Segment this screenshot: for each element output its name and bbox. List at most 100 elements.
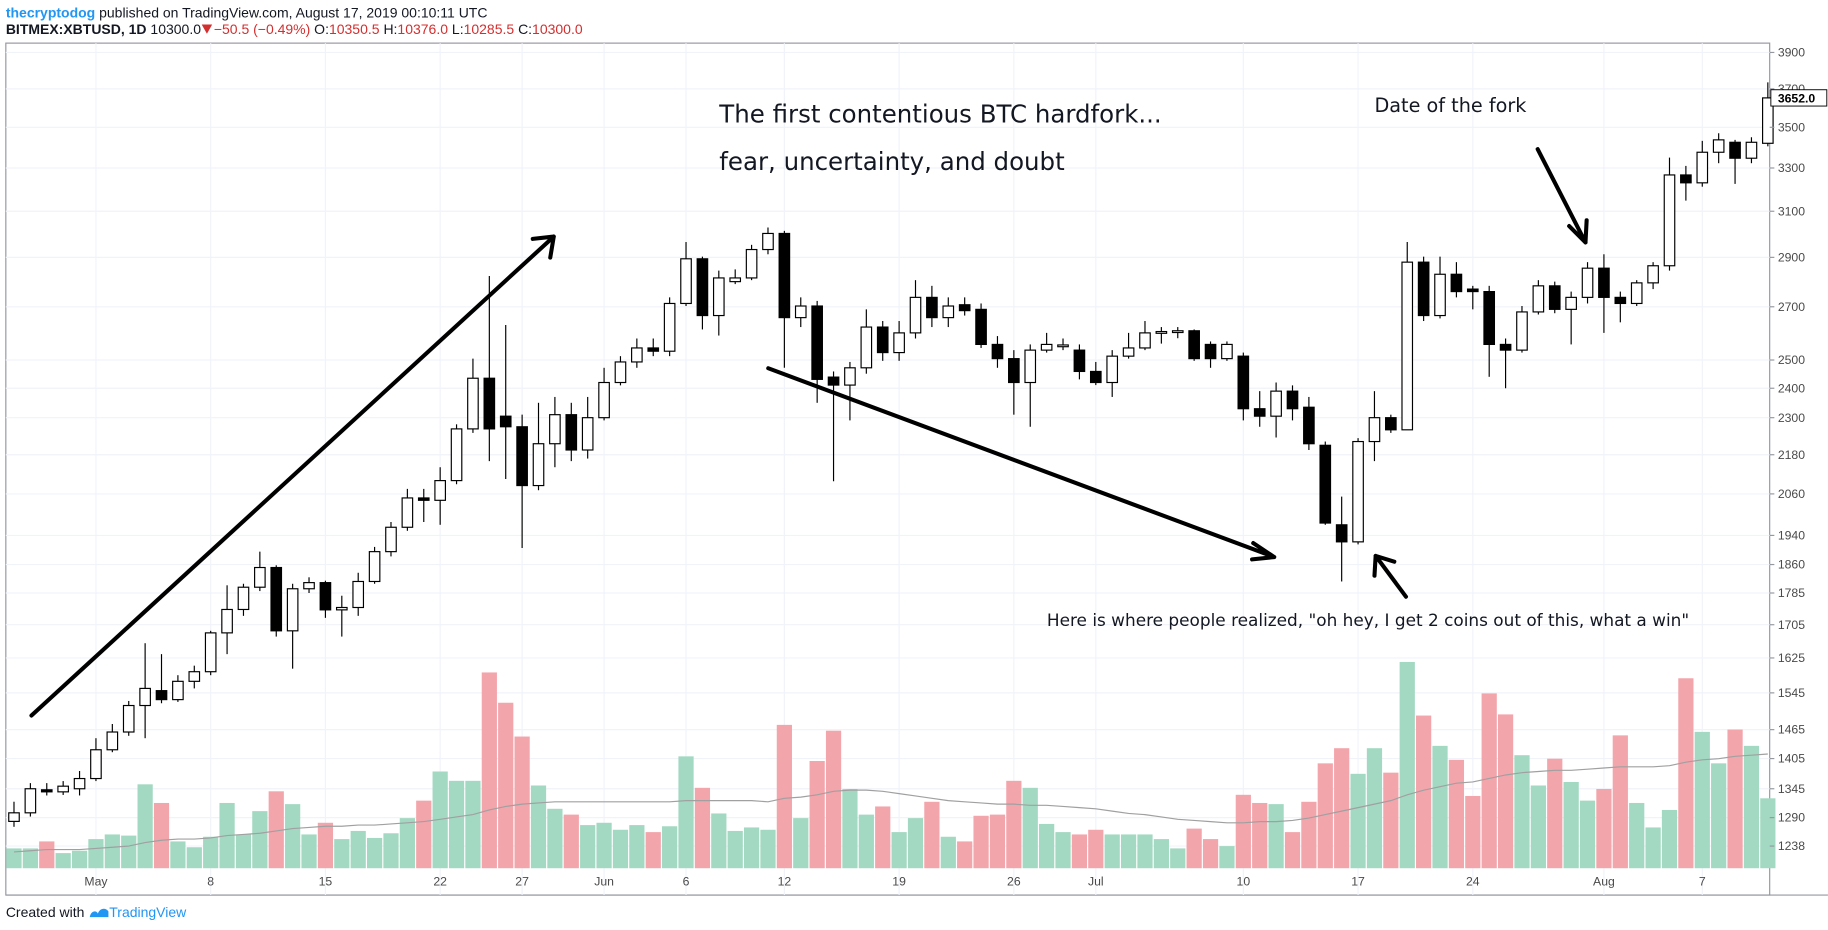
annotation: fear, uncertainty, and doubt bbox=[719, 147, 1065, 176]
candle-body bbox=[1319, 444, 1332, 524]
volume-bar bbox=[481, 672, 497, 869]
volume-bar bbox=[629, 825, 645, 869]
volume-bar bbox=[858, 814, 874, 869]
candle-body bbox=[40, 789, 53, 793]
volume-bar bbox=[547, 808, 563, 869]
candle-body bbox=[1729, 141, 1741, 159]
volume-bar bbox=[694, 787, 711, 869]
volume-bar bbox=[1547, 758, 1563, 869]
volume-bar bbox=[760, 829, 776, 869]
candle-body bbox=[1286, 390, 1299, 410]
candle-body bbox=[1385, 417, 1397, 431]
volume-bar bbox=[1399, 661, 1415, 869]
y-tick-label: 2300 bbox=[1778, 411, 1805, 425]
volume-bar bbox=[1530, 785, 1546, 869]
candle-body bbox=[434, 480, 446, 501]
volume-bar bbox=[1088, 829, 1104, 869]
candle-body bbox=[450, 428, 463, 482]
candle-body bbox=[1450, 273, 1463, 293]
h-label: H: bbox=[383, 20, 398, 38]
volume-bar bbox=[465, 780, 481, 869]
y-tick-label: 2400 bbox=[1778, 381, 1805, 395]
volume-bar bbox=[1481, 693, 1497, 869]
volume-bar bbox=[907, 818, 924, 869]
volume-bar bbox=[678, 756, 694, 869]
candle-body bbox=[1663, 174, 1676, 267]
volume-bar bbox=[580, 825, 596, 869]
volume-bar bbox=[1579, 800, 1596, 869]
volume-bar bbox=[1366, 748, 1383, 869]
author[interactable]: thecryptodog bbox=[5, 4, 96, 21]
candle-body bbox=[1762, 97, 1774, 144]
candle-body bbox=[1401, 261, 1414, 431]
volume-bar bbox=[1629, 802, 1645, 869]
volume-bar bbox=[448, 780, 465, 869]
candle-body bbox=[549, 414, 561, 445]
candle-body bbox=[57, 785, 69, 793]
candle-body bbox=[811, 305, 823, 380]
volume-bar bbox=[711, 813, 727, 869]
volume-bar bbox=[1235, 794, 1251, 869]
candle-body bbox=[1188, 330, 1200, 360]
brand[interactable]: TradingView bbox=[109, 904, 187, 921]
volume-bar bbox=[809, 761, 825, 869]
volume-bar bbox=[1153, 839, 1169, 869]
candle-body bbox=[909, 296, 922, 334]
candle-body bbox=[712, 277, 725, 317]
candle-body bbox=[24, 788, 37, 814]
candle-body bbox=[1270, 390, 1282, 417]
volume-bar bbox=[1301, 801, 1317, 869]
candle-body bbox=[1614, 296, 1627, 305]
candle-body bbox=[1155, 330, 1168, 334]
y-tick-label: 3500 bbox=[1778, 120, 1805, 134]
volume-bar bbox=[1514, 755, 1530, 869]
arrow bbox=[29, 234, 556, 718]
volume-bar bbox=[55, 853, 71, 869]
candle-body bbox=[893, 332, 905, 354]
candle-body bbox=[680, 258, 692, 305]
last-price-box bbox=[1770, 89, 1828, 107]
candle-body bbox=[1221, 343, 1233, 360]
volume-bar bbox=[1334, 748, 1350, 869]
candle-body bbox=[499, 415, 512, 428]
volume-bar bbox=[793, 818, 809, 869]
candle-body bbox=[221, 608, 233, 634]
candle-body bbox=[401, 497, 414, 528]
candle-body bbox=[1073, 349, 1086, 373]
volume bbox=[6, 661, 1776, 869]
last-price: 10300.0 bbox=[150, 20, 202, 38]
volume-bar bbox=[940, 836, 956, 869]
candle-body bbox=[565, 414, 578, 451]
volume-bar bbox=[170, 841, 186, 869]
candles bbox=[8, 82, 1774, 827]
y-tick-label: 2700 bbox=[1778, 300, 1805, 314]
candle-body bbox=[270, 566, 283, 632]
x-tick-label: 12 bbox=[778, 875, 792, 889]
chart: 3900370035003300310029002700250024002300… bbox=[5, 42, 1828, 896]
volume-bar bbox=[137, 784, 153, 869]
c-value: 10300.0 bbox=[532, 20, 583, 38]
volume-bar bbox=[1596, 788, 1612, 869]
candle-body bbox=[794, 305, 807, 319]
y-tick-label: 2500 bbox=[1778, 353, 1805, 367]
candle-body bbox=[1417, 261, 1430, 317]
x-tick-label: 6 bbox=[683, 875, 690, 889]
candle-body bbox=[581, 417, 594, 451]
y-tick-label: 1625 bbox=[1778, 651, 1805, 665]
volume-bar bbox=[514, 736, 530, 869]
candle-body bbox=[647, 347, 660, 352]
candle-body bbox=[975, 308, 987, 346]
candle-body bbox=[1122, 347, 1135, 357]
candle-body bbox=[467, 377, 479, 430]
annotation: The first contentious BTC hardfork... bbox=[718, 99, 1161, 128]
candle-body bbox=[417, 497, 430, 501]
candle-body bbox=[188, 671, 201, 682]
volume-bar bbox=[1284, 832, 1301, 869]
published: published on TradingView.com, August 17,… bbox=[99, 4, 488, 21]
volume-bar bbox=[285, 804, 301, 869]
volume-bar bbox=[399, 818, 415, 869]
y-tick-label: 3300 bbox=[1778, 161, 1805, 175]
change: −50.5 (−0.49%) bbox=[213, 20, 311, 38]
volume-bar bbox=[1432, 745, 1448, 869]
candle-body bbox=[385, 526, 397, 553]
